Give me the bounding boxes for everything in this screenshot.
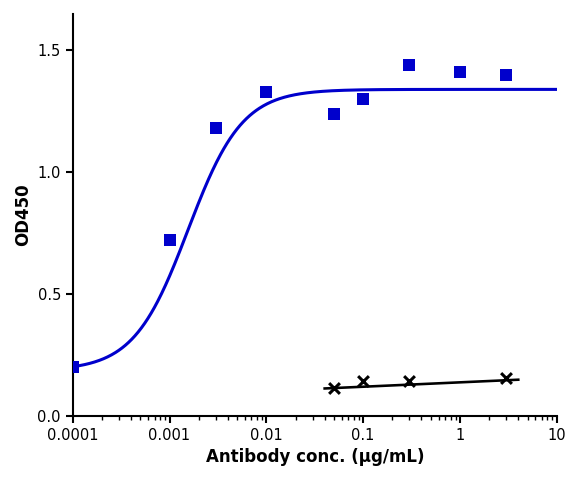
Point: [211, 124, 220, 132]
X-axis label: Antibody conc. (μg/mL): Antibody conc. (μg/mL): [205, 448, 424, 466]
Point: [262, 88, 271, 96]
Point: [405, 61, 414, 69]
Point: [502, 375, 511, 383]
Point: [405, 377, 414, 385]
Y-axis label: OD450: OD450: [14, 183, 32, 246]
Point: [329, 110, 339, 118]
Point: [68, 363, 77, 371]
Point: [165, 237, 174, 244]
Point: [329, 384, 339, 392]
Point: [358, 96, 368, 103]
Point: [358, 377, 368, 385]
Point: [502, 71, 511, 79]
Point: [455, 69, 465, 76]
